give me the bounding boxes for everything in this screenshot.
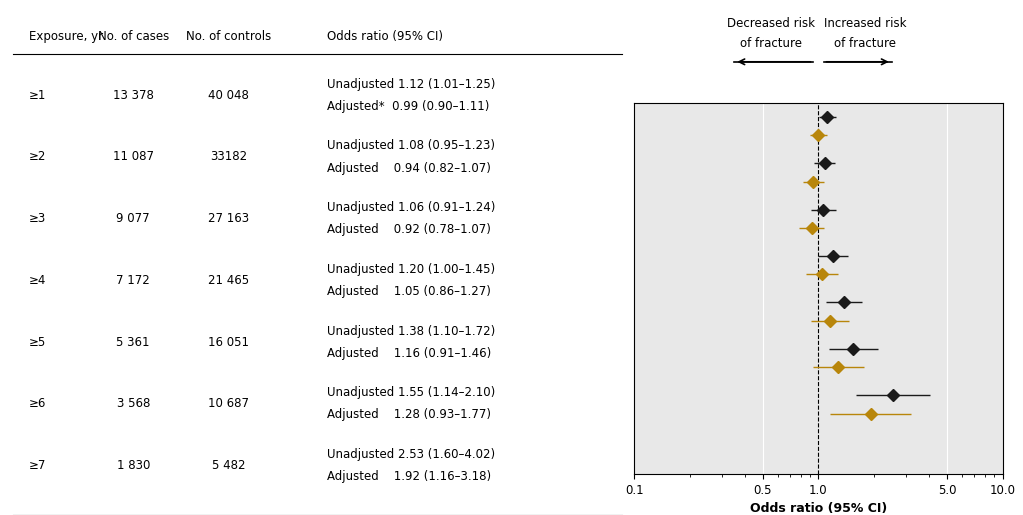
Text: Unadjusted 1.20 (1.00–1.45): Unadjusted 1.20 (1.00–1.45) xyxy=(326,263,495,276)
Text: of fracture: of fracture xyxy=(740,37,802,50)
Text: Unadjusted 1.38 (1.10–1.72): Unadjusted 1.38 (1.10–1.72) xyxy=(326,324,495,337)
Text: ≥3: ≥3 xyxy=(29,212,46,225)
Text: ≥6: ≥6 xyxy=(29,398,46,410)
Text: 9 077: 9 077 xyxy=(117,212,150,225)
Text: Unadjusted 2.53 (1.60–4.02): Unadjusted 2.53 (1.60–4.02) xyxy=(326,448,495,461)
Text: 3 568: 3 568 xyxy=(117,398,150,410)
Text: Adjusted    0.94 (0.82–1.07): Adjusted 0.94 (0.82–1.07) xyxy=(326,162,490,175)
Text: Decreased risk: Decreased risk xyxy=(726,16,814,30)
Text: 5 482: 5 482 xyxy=(212,459,246,472)
Text: Exposure, yr: Exposure, yr xyxy=(29,29,102,43)
Text: 16 051: 16 051 xyxy=(208,336,249,349)
Text: ≥4: ≥4 xyxy=(29,274,46,287)
Text: 33182: 33182 xyxy=(210,150,247,163)
Text: Adjusted    1.05 (0.86–1.27): Adjusted 1.05 (0.86–1.27) xyxy=(326,285,490,298)
Text: Unadjusted 1.08 (0.95–1.23): Unadjusted 1.08 (0.95–1.23) xyxy=(326,140,495,152)
Text: Adjusted    1.92 (1.16–3.18): Adjusted 1.92 (1.16–3.18) xyxy=(326,470,491,483)
Text: ≥7: ≥7 xyxy=(29,459,46,472)
Text: Adjusted    1.28 (0.93–1.77): Adjusted 1.28 (0.93–1.77) xyxy=(326,408,491,421)
Text: of fracture: of fracture xyxy=(835,37,896,50)
Text: ≥1: ≥1 xyxy=(29,89,46,102)
Text: Adjusted    1.16 (0.91–1.46): Adjusted 1.16 (0.91–1.46) xyxy=(326,347,491,360)
Text: Odds ratio (95% CI): Odds ratio (95% CI) xyxy=(326,29,443,43)
Text: Unadjusted 1.55 (1.14–2.10): Unadjusted 1.55 (1.14–2.10) xyxy=(326,386,495,399)
Text: 5 361: 5 361 xyxy=(117,336,150,349)
Text: Unadjusted 1.06 (0.91–1.24): Unadjusted 1.06 (0.91–1.24) xyxy=(326,201,495,214)
Text: 7 172: 7 172 xyxy=(117,274,150,287)
Text: Adjusted*  0.99 (0.90–1.11): Adjusted* 0.99 (0.90–1.11) xyxy=(326,100,489,113)
Text: 1 830: 1 830 xyxy=(117,459,150,472)
Text: ≥2: ≥2 xyxy=(29,150,46,163)
Text: 11 087: 11 087 xyxy=(113,150,153,163)
Text: ≥5: ≥5 xyxy=(29,336,46,349)
Text: No. of controls: No. of controls xyxy=(186,29,271,43)
Text: 13 378: 13 378 xyxy=(113,89,153,102)
Text: 10 687: 10 687 xyxy=(208,398,249,410)
Text: 27 163: 27 163 xyxy=(208,212,249,225)
Text: Adjusted    0.92 (0.78–1.07): Adjusted 0.92 (0.78–1.07) xyxy=(326,224,490,236)
Text: Unadjusted 1.12 (1.01–1.25): Unadjusted 1.12 (1.01–1.25) xyxy=(326,78,495,91)
X-axis label: Odds ratio (95% CI): Odds ratio (95% CI) xyxy=(750,502,887,515)
Text: 40 048: 40 048 xyxy=(208,89,249,102)
Text: 21 465: 21 465 xyxy=(208,274,249,287)
Text: No. of cases: No. of cases xyxy=(97,29,169,43)
Text: Increased risk: Increased risk xyxy=(825,16,906,30)
